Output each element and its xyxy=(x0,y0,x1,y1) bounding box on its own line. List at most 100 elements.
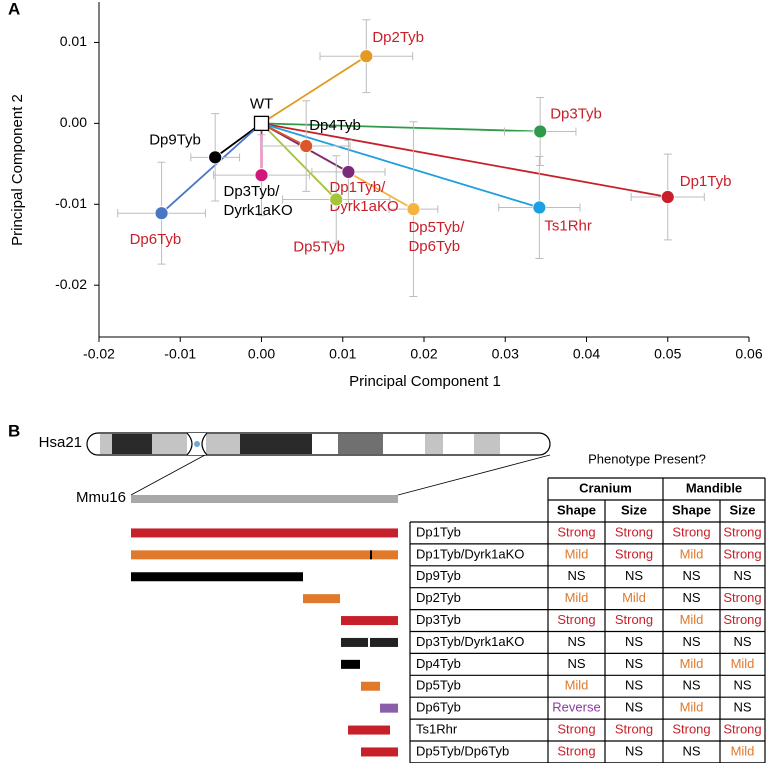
connector xyxy=(261,122,540,209)
phenotype-cell: Mild xyxy=(622,590,646,605)
duplication-bar xyxy=(380,703,398,713)
duplication-bar xyxy=(303,594,340,604)
phenotype-cell: Strong xyxy=(615,721,653,736)
phenotype-cell: Mild xyxy=(731,656,755,671)
phenotype-cell: Reverse xyxy=(552,700,600,715)
point-label: Dp5Tyb/ xyxy=(408,219,465,236)
phenotype-cell: NS xyxy=(682,568,700,583)
phenotype-cell: NS xyxy=(682,678,700,693)
chromosome-label: Hsa21 xyxy=(39,434,82,451)
phenotype-cell: Strong xyxy=(615,546,653,561)
phenotype-cell: Strong xyxy=(557,743,595,758)
phenotype-cell: Mild xyxy=(680,656,704,671)
phenotype-cell: Strong xyxy=(557,612,595,627)
phenotype-cell: NS xyxy=(625,700,643,715)
phenotype-cell: NS xyxy=(625,568,643,583)
point xyxy=(341,165,356,179)
column-header: Shape xyxy=(557,502,596,517)
phenotype-cell: Mild xyxy=(565,546,589,561)
y-axis-label: Principal Component 2 xyxy=(9,94,26,246)
row-name: Ts1Rhr xyxy=(416,721,458,736)
phenotype-cell: Strong xyxy=(723,721,761,736)
connector xyxy=(261,122,668,198)
phenotype-cell: Strong xyxy=(672,524,710,539)
x-tick-label: -0.01 xyxy=(164,346,196,362)
duplication-bar xyxy=(341,659,360,669)
point xyxy=(329,192,344,207)
y-tick-label: -0.02 xyxy=(55,276,87,292)
point xyxy=(154,206,169,221)
row-name: Dp1Tyb/Dyrk1aKO xyxy=(416,546,524,561)
column-header: Size xyxy=(729,502,755,517)
x-tick-label: 0.00 xyxy=(248,346,275,362)
x-tick-label: 0.02 xyxy=(410,346,437,362)
y-tick-label: -0.01 xyxy=(55,195,87,211)
point-label: Dyrk1aKO xyxy=(329,198,398,215)
group-header: Mandible xyxy=(686,480,742,495)
point xyxy=(532,200,547,215)
point xyxy=(254,168,269,183)
point xyxy=(208,150,223,165)
row-name: Dp5Tyb/Dp6Tyb xyxy=(416,743,509,758)
phenotype-cell: Strong xyxy=(557,721,595,736)
phenotype-cell: Strong xyxy=(672,721,710,736)
row-name: Dp6Tyb xyxy=(416,700,461,715)
bar-marker xyxy=(368,637,370,647)
x-tick-label: 0.04 xyxy=(573,346,600,362)
point-label: Dp9Tyb xyxy=(149,131,201,148)
phenotype-cell: NS xyxy=(567,656,585,671)
point-label: Dp6Tyb xyxy=(130,231,182,248)
phenotype-cell: NS xyxy=(733,568,751,583)
phenotype-cell: Mild xyxy=(680,546,704,561)
duplication-bar xyxy=(131,550,398,560)
phenotype-cell: Strong xyxy=(615,612,653,627)
phenotype-cell: NS xyxy=(567,634,585,649)
connector xyxy=(214,122,263,159)
chromosome-label: Mmu16 xyxy=(76,489,126,506)
phenotype-cell: Strong xyxy=(557,524,595,539)
point-label: Ts1Rhr xyxy=(544,218,592,235)
row-name: Dp5Tyb xyxy=(416,678,461,693)
phenotype-cell: Mild xyxy=(680,612,704,627)
connector xyxy=(260,122,337,201)
duplication-bar xyxy=(131,572,303,582)
reference-point xyxy=(253,115,270,132)
duplication-bar xyxy=(348,725,390,735)
x-tick-label: 0.05 xyxy=(654,346,681,362)
point xyxy=(299,139,314,153)
panel-label: A xyxy=(8,0,20,18)
reference-label: WT xyxy=(250,95,273,112)
x-axis-label: Principal Component 1 xyxy=(349,373,501,390)
phenotype-cell: NS xyxy=(682,590,700,605)
point xyxy=(660,190,675,204)
point-label: Dp1Tyb/ xyxy=(329,179,386,196)
phenotype-cell: Strong xyxy=(723,524,761,539)
duplication-bar xyxy=(341,616,398,626)
connector xyxy=(261,122,541,133)
point-label: Dp1Tyb xyxy=(680,173,732,190)
x-tick-label: -0.02 xyxy=(83,346,115,362)
phenotype-cell: Mild xyxy=(565,678,589,693)
phenotype-cell: NS xyxy=(682,634,700,649)
point xyxy=(406,202,421,217)
point-label: Dp2Tyb xyxy=(372,29,424,46)
connector xyxy=(261,55,367,125)
chromosome xyxy=(86,432,551,503)
x-tick-label: 0.01 xyxy=(329,346,356,362)
phenotype-cell: Strong xyxy=(723,590,761,605)
y-tick-label: 0.00 xyxy=(60,114,87,130)
point-label: Dp3Tyb xyxy=(550,105,602,122)
point-label: Dp4Tyb xyxy=(309,117,361,134)
point-label: Dp5Tyb xyxy=(293,238,345,255)
phenotype-cell: Strong xyxy=(615,524,653,539)
row-name: Dp3Tyb xyxy=(416,612,461,627)
point-label: Dp6Tyb xyxy=(408,238,460,255)
table-title: Phenotype Present? xyxy=(588,451,706,466)
phenotype-cell: Mild xyxy=(731,743,755,758)
column-header: Size xyxy=(621,502,647,517)
x-tick-label: 0.06 xyxy=(735,346,762,362)
phenotype-cell: NS xyxy=(625,656,643,671)
point-label: Dp3Tyb/ xyxy=(224,183,281,200)
point xyxy=(359,49,374,64)
